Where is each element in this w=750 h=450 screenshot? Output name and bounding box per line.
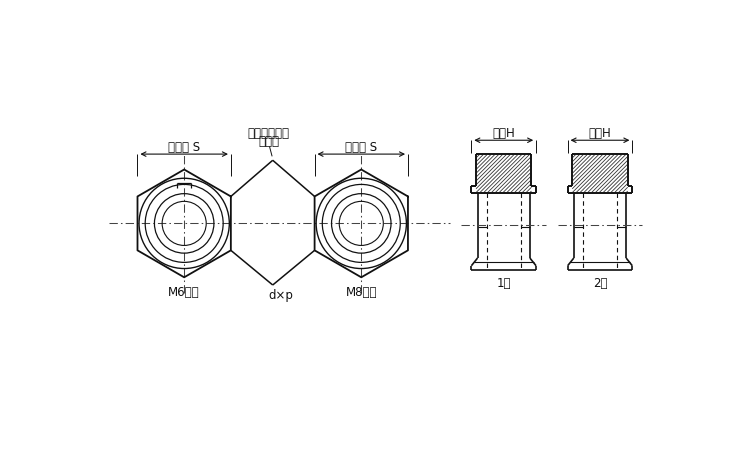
- Text: M6以下: M6以下: [168, 286, 200, 299]
- Text: M8以上: M8以上: [346, 286, 377, 299]
- Text: 全高H: 全高H: [492, 127, 515, 140]
- Text: 二面幅 S: 二面幅 S: [168, 141, 200, 153]
- Text: 2種: 2種: [592, 277, 608, 290]
- Bar: [572, 154, 628, 193]
- Text: d×p: d×p: [268, 289, 292, 302]
- Text: リング: リング: [258, 135, 279, 148]
- Bar: [476, 154, 532, 193]
- Text: 二面幅 S: 二面幅 S: [345, 141, 377, 153]
- Text: 1種: 1種: [496, 277, 511, 290]
- Text: フリクション: フリクション: [248, 127, 290, 140]
- Text: 全高H: 全高H: [589, 127, 611, 140]
